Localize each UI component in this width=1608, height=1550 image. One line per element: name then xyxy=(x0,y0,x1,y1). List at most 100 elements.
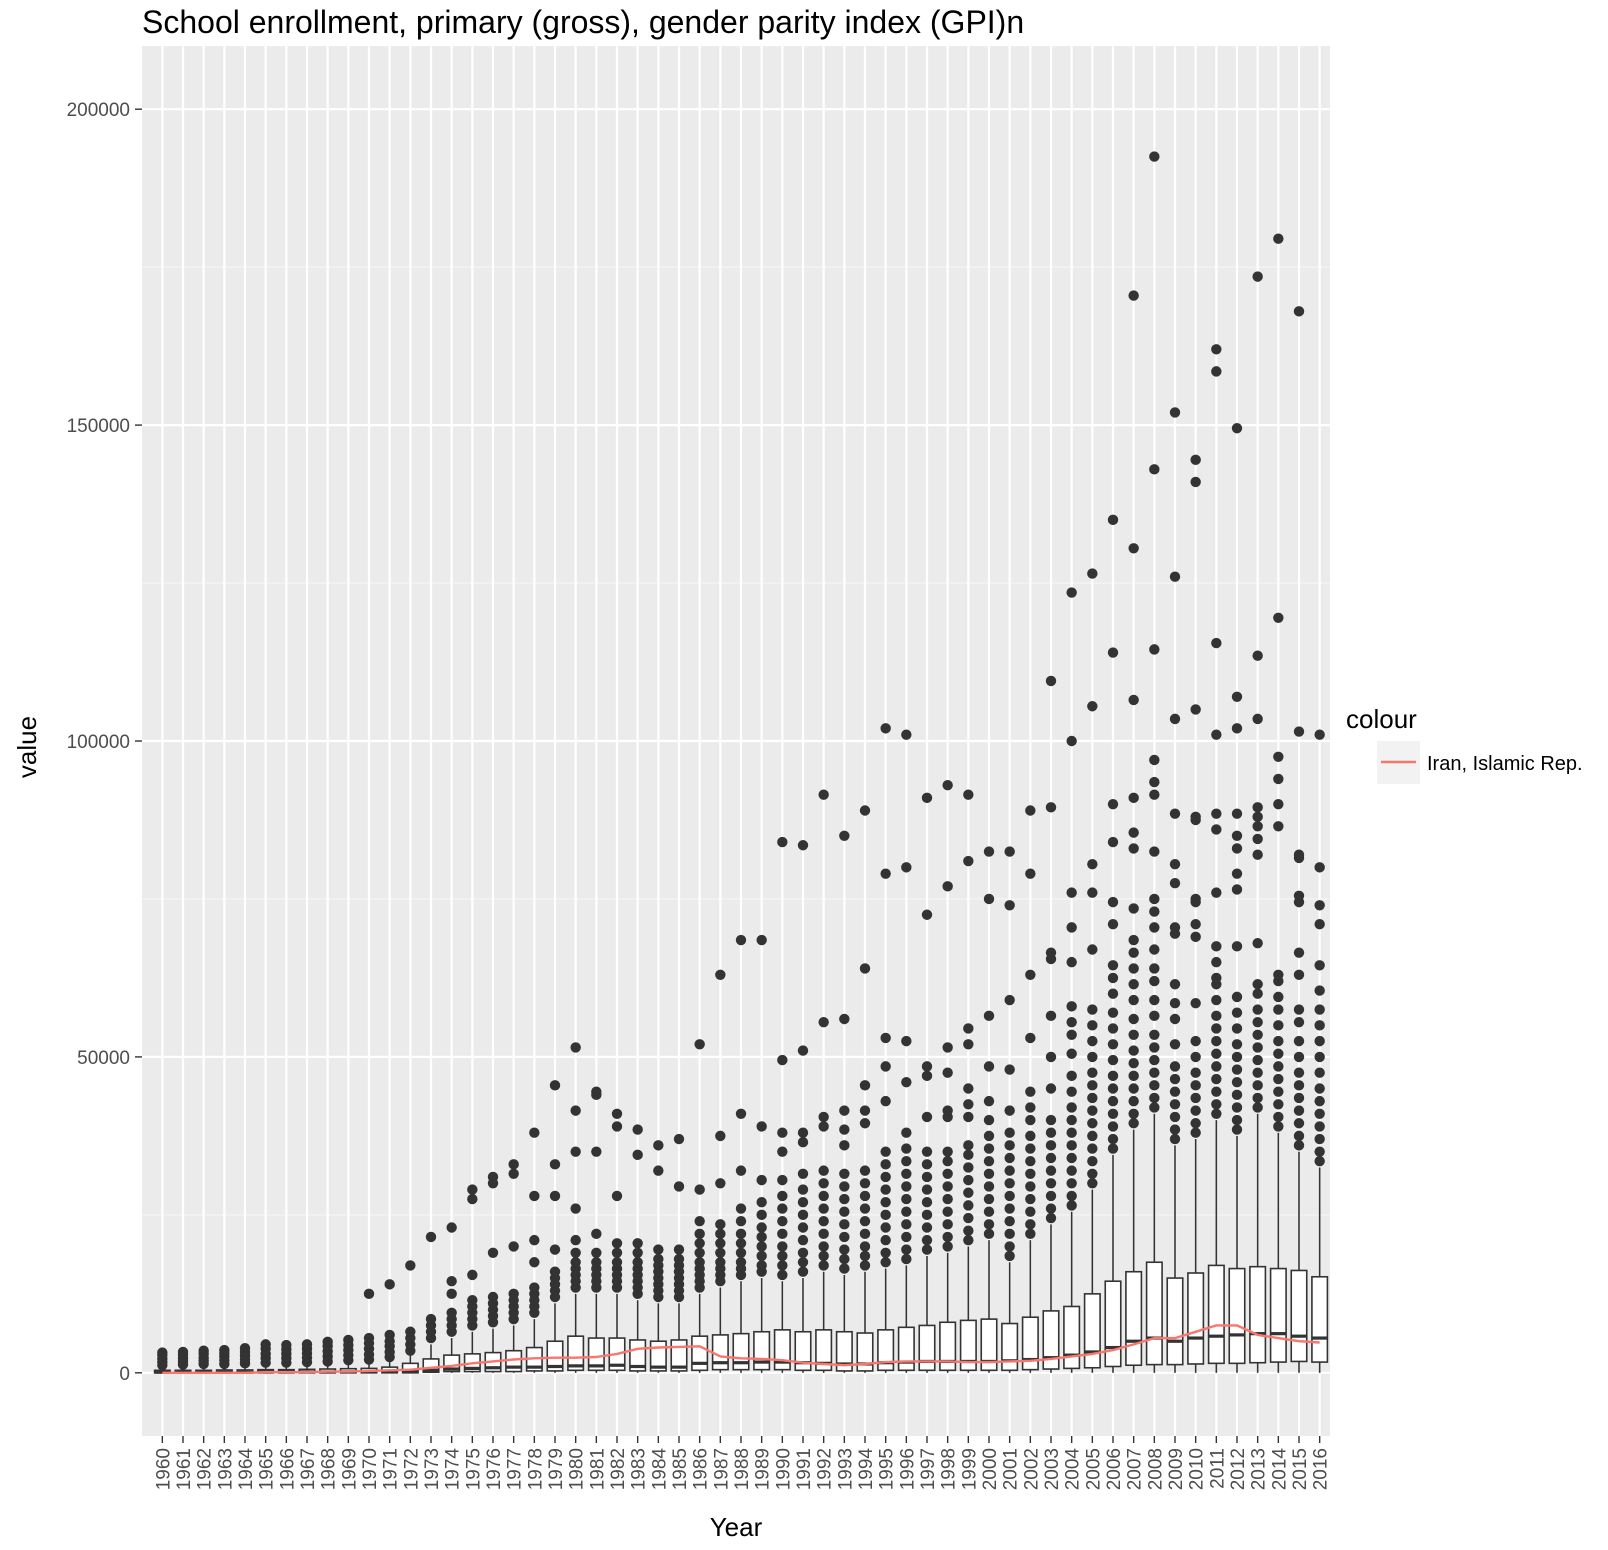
outlier-point xyxy=(1025,1114,1036,1126)
outlier-point xyxy=(715,969,726,980)
outlier-point xyxy=(611,1238,623,1249)
box-1981 xyxy=(587,1086,605,1373)
box-1997 xyxy=(918,792,936,1373)
outlier-point xyxy=(983,1114,995,1126)
outlier-point xyxy=(1149,944,1160,955)
outlier-point xyxy=(1128,903,1139,914)
outlier-point xyxy=(1273,1086,1284,1097)
outlier-point xyxy=(1004,1140,1015,1151)
outlier-point xyxy=(1128,694,1139,706)
box-2004 xyxy=(1063,587,1081,1373)
outlier-point xyxy=(777,1054,788,1066)
y-tick-label: 200000 xyxy=(67,100,130,121)
outlier-point xyxy=(1066,887,1077,898)
outlier-point xyxy=(1004,1064,1015,1075)
outlier-point xyxy=(1149,1054,1160,1066)
outlier-point xyxy=(570,1257,581,1268)
outlier-point xyxy=(694,1238,705,1249)
outlier-point xyxy=(1169,1099,1181,1110)
outlier-point xyxy=(859,1203,871,1214)
outlier-point xyxy=(839,830,850,841)
outlier-point xyxy=(942,1105,953,1116)
outlier-point xyxy=(1149,963,1160,974)
outlier-point xyxy=(446,1276,457,1287)
legend: colour Iran, Islamic Rep. xyxy=(1346,704,1583,784)
box-1983 xyxy=(629,1124,647,1373)
outlier-point xyxy=(1149,893,1160,905)
outlier-point xyxy=(1066,1114,1077,1126)
outlier-point xyxy=(942,881,953,892)
outlier-point xyxy=(1128,934,1139,946)
outlier-point xyxy=(797,1222,809,1233)
outlier-point xyxy=(1231,1089,1243,1101)
outlier-point xyxy=(1066,1001,1077,1012)
outlier-point xyxy=(756,1174,767,1186)
outlier-point xyxy=(859,1105,871,1116)
outlier-point xyxy=(715,1238,726,1249)
outlier-point xyxy=(715,1247,726,1258)
outlier-point xyxy=(405,1260,416,1271)
outlier-point xyxy=(983,1193,995,1205)
outlier-point xyxy=(880,868,891,879)
outlier-point xyxy=(1252,271,1263,282)
outlier-point xyxy=(901,1231,912,1243)
outlier-point xyxy=(901,1206,912,1217)
outlier-point xyxy=(1107,1039,1119,1050)
outlier-point xyxy=(1293,1105,1305,1116)
outlier-point xyxy=(1004,846,1015,857)
x-tick-label: 2004 xyxy=(1063,1448,1084,1491)
x-tick-label: 2016 xyxy=(1311,1448,1332,1490)
outlier-point xyxy=(591,1228,602,1240)
outlier-point xyxy=(1314,985,1325,996)
outlier-point xyxy=(1211,1099,1222,1110)
x-tick-label: 1962 xyxy=(195,1448,216,1490)
outlier-point xyxy=(983,893,995,905)
outlier-point xyxy=(839,1263,850,1274)
outlier-point xyxy=(694,1215,705,1227)
outlier-point xyxy=(880,1159,891,1170)
outlier-point xyxy=(1293,849,1305,860)
outlier-point xyxy=(1252,937,1263,949)
outlier-point xyxy=(425,1313,437,1325)
x-tick-label: 1961 xyxy=(174,1448,195,1490)
outlier-point xyxy=(1045,1203,1057,1214)
outlier-point xyxy=(1128,1058,1139,1069)
outlier-point xyxy=(1087,1080,1098,1091)
outlier-point xyxy=(1293,1080,1305,1091)
outlier-point xyxy=(1169,1133,1181,1145)
outlier-point xyxy=(963,1083,974,1094)
outlier-point xyxy=(1045,1127,1057,1138)
outlier-point xyxy=(797,1168,809,1179)
outlier-point xyxy=(859,1118,871,1129)
outlier-point xyxy=(1149,975,1160,987)
outlier-point xyxy=(1231,1039,1243,1050)
outlier-point xyxy=(1004,1152,1015,1164)
outlier-point xyxy=(1169,1039,1181,1050)
outlier-point xyxy=(1004,994,1015,1006)
outlier-point xyxy=(363,1332,375,1344)
outlier-point xyxy=(1231,1064,1243,1075)
outlier-point xyxy=(1293,1140,1305,1151)
outlier-point xyxy=(1211,887,1222,898)
outlier-point xyxy=(1025,969,1036,980)
outlier-point xyxy=(963,1149,974,1161)
outlier-point xyxy=(1066,1048,1077,1059)
outlier-point xyxy=(508,1288,519,1300)
box-body xyxy=(1063,1305,1081,1370)
outlier-point xyxy=(901,1193,912,1205)
outlier-point xyxy=(467,1294,478,1306)
outlier-point xyxy=(1107,1054,1119,1066)
outlier-point xyxy=(1252,811,1263,823)
outlier-point xyxy=(1273,1035,1284,1047)
outlier-point xyxy=(735,1228,747,1240)
outlier-point xyxy=(1231,691,1243,702)
chart-title: School enrollment, primary (gross), gend… xyxy=(142,4,1024,40)
outlier-point xyxy=(963,789,974,800)
outlier-point xyxy=(839,1140,850,1151)
outlier-point xyxy=(818,1228,829,1240)
box-body xyxy=(1187,1272,1205,1365)
box-body xyxy=(835,1330,853,1372)
outlier-point xyxy=(611,1190,623,1202)
outlier-point xyxy=(901,1143,912,1154)
outlier-point xyxy=(1211,941,1222,952)
